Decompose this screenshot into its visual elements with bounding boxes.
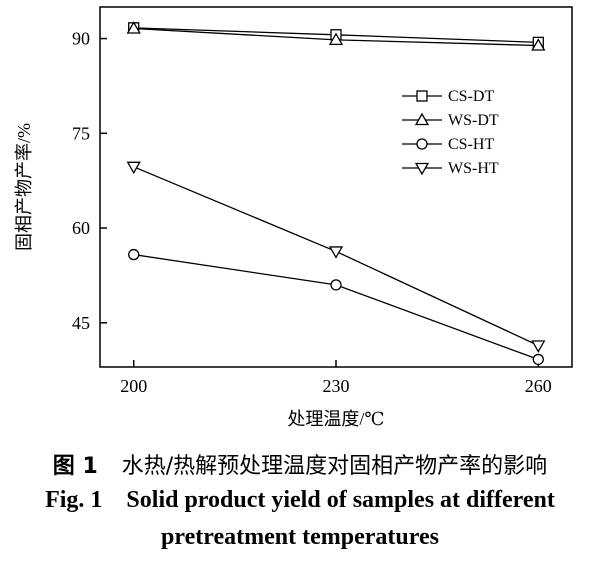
plot-frame <box>99 6 573 368</box>
data-point <box>328 32 344 45</box>
legend-marker <box>416 138 428 150</box>
legend-item: WS-DT <box>402 112 499 129</box>
figure-caption-english-line-1: Fig. 1 Solid product yield of samples at … <box>0 487 600 514</box>
series-ws-dt <box>126 21 546 51</box>
figure-number-chinese: 图 1 <box>52 454 98 479</box>
legend-label: CS-DT <box>448 88 494 105</box>
legend-item: CS-HT <box>402 136 494 153</box>
series-cs-ht <box>128 248 544 366</box>
figure-caption-english-line-2: pretreatment temperatures <box>0 524 600 551</box>
line-chart: 200 230 260 45 60 75 90 CS-DT WS-DT CS-HT WS-HT 处… <box>14 6 573 429</box>
data-point <box>532 353 544 366</box>
y-tick-label: 60 <box>72 218 90 238</box>
data-point <box>126 161 141 175</box>
caption-text-english-2: pretreatment temperatures <box>161 524 439 550</box>
y-tick-label: 90 <box>72 29 90 49</box>
legend-label: WS-DT <box>448 112 499 129</box>
legend-label: CS-HT <box>448 136 494 153</box>
figure-number-english: Fig. 1 <box>45 487 103 513</box>
data-point <box>126 21 141 34</box>
legend: CS-DT WS-DT CS-HT WS-HT <box>402 88 499 177</box>
y-axis-label: 固相产物产率/% <box>14 123 34 251</box>
figure-caption-chinese: 图 1 水热/热解预处理温度对固相产物产率的影响 <box>0 448 600 480</box>
legend-marker <box>414 112 430 126</box>
series-ws-ht <box>126 161 546 353</box>
data-point <box>330 279 342 291</box>
x-axis-label: 处理温度/℃ <box>287 409 384 429</box>
data-point <box>531 340 546 353</box>
legend-marker <box>414 162 430 176</box>
data-point <box>128 248 140 261</box>
x-tick-label: 200 <box>120 376 147 396</box>
legend-label: WS-HT <box>448 160 499 177</box>
legend-marker <box>416 90 428 102</box>
series-line <box>133 253 539 361</box>
legend-item: WS-HT <box>402 160 499 177</box>
axis-ticks: 200 230 260 45 60 75 90 <box>72 29 552 396</box>
data-point <box>531 38 546 51</box>
y-tick-label: 75 <box>72 123 90 143</box>
legend-item: CS-DT <box>402 88 494 105</box>
series-layer <box>126 21 546 366</box>
caption-text-chinese: 水热/热解预处理温度对固相产物产率的影响 <box>121 454 548 479</box>
x-tick-label: 230 <box>323 376 350 396</box>
data-point <box>328 246 344 259</box>
x-tick-label: 260 <box>525 376 552 396</box>
caption-text-english-1: Solid product yield of samples at differ… <box>126 487 555 513</box>
y-tick-label: 45 <box>72 313 90 333</box>
